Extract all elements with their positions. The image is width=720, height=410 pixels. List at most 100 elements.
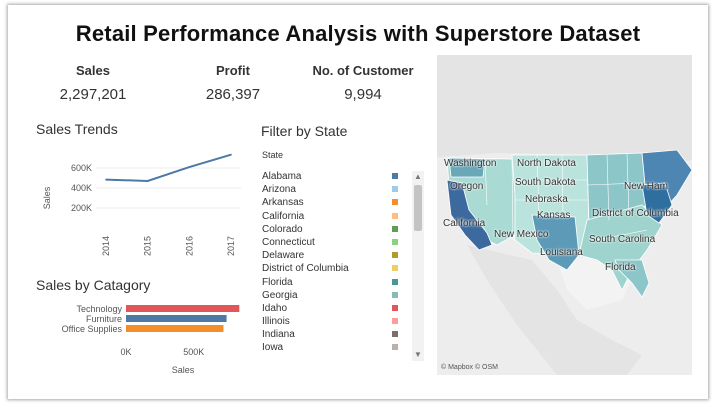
kpi-sales-label: Sales [76,63,110,78]
state-color-swatch [392,265,398,272]
map-state-label: South Dakota [515,177,576,188]
state-color-swatch [392,225,398,232]
x-tick-label: 0K [120,347,131,357]
map-state-label: Kansas [537,210,571,221]
state-color-swatch [392,199,398,206]
region-east-coast [641,182,673,224]
x-tick-label: 2016 [184,236,194,256]
scrollbar-thumb[interactable] [414,185,422,231]
state-color-swatch [392,291,398,298]
state-color-swatch [392,318,398,325]
sales-trends-chart: Sales 200K 400K 600K 2014 2015 2016 2017 [42,153,241,256]
map-state-label: New Mexico [494,229,549,240]
state-filter-item[interactable]: Iowa [262,341,404,354]
category-bar [126,325,224,332]
y-tick-label: 200K [71,203,92,213]
mexico-land [467,245,642,375]
sales-trend-point [105,178,107,181]
map-state-label: North Dakota [517,158,576,169]
state-column-header: State [262,150,284,160]
scroll-up-icon[interactable]: ▲ [414,172,422,181]
map-state-label: Nebraska [525,194,568,205]
state-name: Florida [262,276,293,288]
state-name: Idaho [262,302,288,314]
category-bar [126,305,240,312]
state-filter-item[interactable]: Illinois [262,315,404,328]
map-state-label: South Carolina [589,234,656,245]
state-name: Georgia [262,289,298,301]
state-filter-item[interactable]: Indiana [262,328,404,341]
state-filter-item[interactable]: Colorado [262,223,404,236]
kpi-customers-value: 9,994 [344,86,382,103]
kpi-profit-value: 286,397 [205,86,261,103]
map-state-label: Washington [444,158,497,169]
state-filter-item[interactable]: Georgia [262,289,404,302]
state-filter-item[interactable]: Arizona [262,183,404,196]
state-name: Indiana [262,329,295,341]
state-color-swatch [392,278,398,285]
category-label: Technology [76,304,122,314]
state-name: Colorado [262,223,303,235]
sales-trend-point [188,166,191,168]
state-filter-list: Alabama Arizona Arkansas California Colorado… [262,170,404,362]
state-list-scrollbar[interactable]: ▲ ▼ [412,171,424,361]
sales-trend-line [105,153,232,183]
x-tick-label: 2014 [101,236,111,256]
sales-by-category-xlabel: Sales [172,365,195,375]
sales-trends-ylabel: Sales [42,186,52,209]
kpi-sales-value: 2,297,201 [59,86,127,103]
region-washington [448,157,486,178]
state-name: Illinois [262,316,290,328]
state-name: Arizona [262,184,296,196]
state-filter-item[interactable]: Delaware [262,249,404,262]
x-tick-label: 2017 [226,236,236,256]
state-color-swatch [392,173,398,179]
scroll-down-icon[interactable]: ▼ [414,350,422,359]
state-filter-item[interactable]: District of Columbia [262,262,404,275]
state-filter-item[interactable]: Connecticut [262,236,404,249]
map-state-label: California [443,218,486,229]
y-tick-label: 600K [71,163,92,173]
map-credit: © Mapbox © OSM [441,364,498,371]
state-filter-item[interactable]: Florida [262,276,404,289]
state-filter-item[interactable]: Arkansas [262,196,404,209]
state-color-swatch [392,331,398,338]
state-name: Iowa [262,342,284,354]
state-filter-item[interactable]: Idaho [262,302,404,315]
state-name: Delaware [262,250,305,262]
category-label: Furniture [86,314,122,324]
map-state-label: New Ham [624,181,668,192]
x-tick-label: 500K [183,347,204,357]
sales-trend-point [230,153,232,156]
filter-by-state-title: Filter by State [261,123,348,139]
region-california [446,179,493,251]
region-florida [614,259,650,298]
state-sales-map[interactable]: Washington North Dakota Oregon South Dakota… [437,55,692,375]
state-color-swatch [392,304,398,311]
dashboard-title: Retail Performance Analysis with Superst… [75,21,641,46]
state-color-swatch [392,212,398,219]
map-state-label: Louisiana [540,247,583,258]
state-name: Alabama [262,171,302,182]
category-label: Office Supplies [62,324,123,334]
state-name: District of Columbia [262,263,349,275]
canada-land [437,55,692,165]
state-name: California [262,210,305,222]
kpi-profit-label: Profit [216,63,250,78]
state-name: Arkansas [262,197,304,209]
region-texas [531,214,580,271]
category-bar [126,315,227,322]
state-filter-item[interactable]: California [262,210,404,223]
state-name: Connecticut [262,236,315,248]
state-color-swatch [392,252,398,259]
map-canvas [437,55,692,375]
state-filter-item[interactable]: Alabama [262,170,404,183]
state-color-swatch [392,344,398,351]
dashboard-frame: Retail Performance Analysis with Superst… [8,5,708,399]
sales-trend-point [146,180,149,182]
sales-by-category-title: Sales by Catagory [36,277,151,293]
kpi-customers-label: No. of Customer [312,63,414,78]
y-tick-label: 400K [71,183,92,193]
map-state-label: District of Columbia [592,208,679,219]
map-state-label: Florida [605,262,636,273]
